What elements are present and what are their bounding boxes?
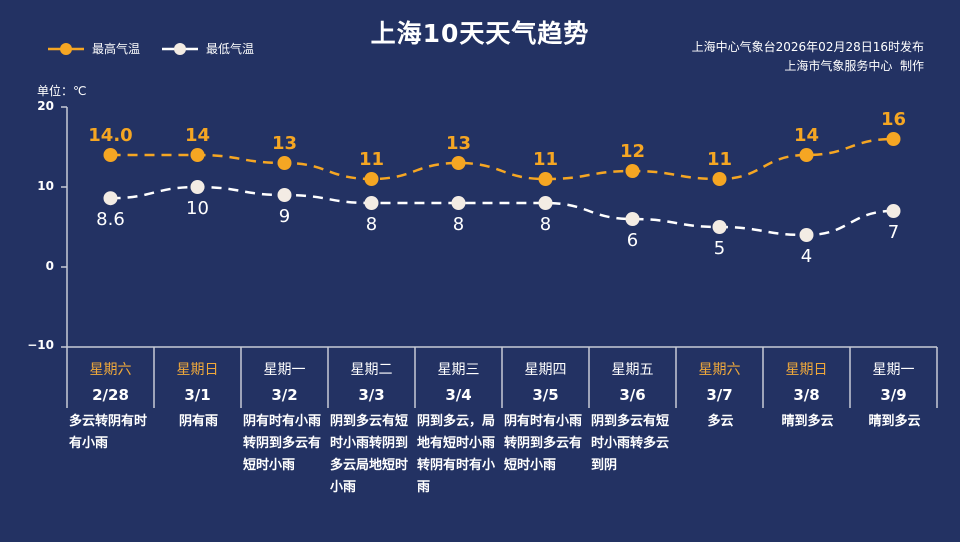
day-column: 星期六 2/28 [67, 346, 154, 404]
y-tick-neg10: −10 [27, 338, 54, 352]
date-label: 3/1 [184, 386, 211, 404]
low-temp-label: 8 [540, 214, 551, 235]
date-label: 3/8 [793, 386, 820, 404]
date-label: 3/9 [880, 386, 907, 404]
legend-label-low: 最低气温 [206, 42, 255, 56]
day-column: 星期四 3/5 [502, 346, 589, 404]
weather-description: 晴到多云 [781, 414, 834, 429]
weekday-label: 星期六 [698, 362, 741, 378]
high-temp-point [799, 148, 814, 162]
low-temp-label: 5 [714, 238, 725, 259]
weather-description: 阴有时有小雨转阴到多云有短时小雨 [504, 414, 583, 473]
day-column: 星期一 3/9 [850, 346, 937, 404]
high-temp-label: 11 [533, 149, 558, 170]
weekday-label: 星期五 [611, 362, 654, 378]
low-temp-label: 4 [801, 246, 812, 267]
day-column: 星期五 3/6 [589, 346, 676, 404]
low-temp-point [799, 228, 814, 242]
low-temp-point [103, 191, 118, 206]
low-temp-line [110, 185, 894, 237]
low-temp-point [886, 204, 901, 218]
weekday-label: 星期二 [350, 362, 393, 378]
weather-description: 阴到多云，局地有短时小雨转阴有时有小雨 [417, 414, 496, 495]
high-temp-point [886, 132, 901, 146]
high-temp-label: 14 [794, 125, 819, 146]
chart-legend: 最高气温 最低气温 [48, 40, 276, 57]
high-temp-label: 11 [707, 149, 732, 170]
low-temp-point [625, 212, 640, 226]
day-column: 星期一 3/2 [241, 346, 328, 404]
high-temp-point [538, 172, 553, 186]
weekday-label: 星期六 [89, 362, 132, 378]
weekday-label: 星期四 [524, 362, 567, 378]
y-tick-10: 10 [37, 179, 54, 193]
low-temp-point [277, 188, 292, 202]
low-temp-label: 6 [627, 230, 638, 251]
day-column: 星期二 3/3 [328, 346, 415, 404]
date-label: 3/3 [358, 386, 385, 404]
weather-description: 阴到多云有短时小雨转多云到阴 [591, 414, 670, 473]
day-column: 星期三 3/4 [415, 346, 502, 404]
weather-description: 多云转阴有时有小雨 [69, 414, 148, 451]
y-tick-0: 0 [45, 259, 54, 273]
high-temp-label: 12 [620, 141, 645, 162]
high-temp-point [190, 148, 205, 162]
high-temp-line [110, 137, 894, 181]
high-temp-marker-icon [48, 42, 84, 55]
low-temp-point [712, 220, 727, 234]
day-column: 星期日 3/1 [154, 346, 241, 404]
weekday-label: 星期三 [437, 362, 480, 378]
date-label: 3/5 [532, 386, 559, 404]
publish-info: 上海中心气象台2026年02月28日16时发布 上海市气象服务中心 制作 [692, 38, 924, 76]
date-label: 3/2 [271, 386, 298, 404]
low-temp-label: 8.6 [96, 209, 125, 230]
weekday-label: 星期日 [785, 362, 828, 378]
low-temp-label: 9 [279, 206, 290, 227]
high-temp-point [364, 172, 379, 186]
day-column: 星期六 3/7 [676, 346, 763, 404]
legend-item-high: 最高气温 [48, 40, 140, 57]
weekday-label: 星期日 [176, 362, 219, 378]
weather-description: 多云 [707, 414, 734, 429]
low-temp-label: 8 [366, 214, 377, 235]
y-tick-20: 20 [37, 99, 54, 113]
weather-description: 阴有时有小雨转阴到多云有短时小雨 [243, 414, 322, 473]
high-temp-label: 16 [881, 109, 906, 130]
high-temp-point [712, 172, 727, 186]
low-temp-label: 8 [453, 214, 464, 235]
weekday-label: 星期一 [263, 362, 306, 378]
high-temp-label: 13 [446, 133, 471, 154]
high-temp-point [277, 156, 292, 170]
low-temp-label: 10 [186, 198, 209, 219]
weather-description: 阴到多云有短时小雨转阴到多云局地短时小雨 [330, 414, 409, 495]
low-temp-marker-icon [162, 42, 199, 55]
high-temp-point [625, 164, 640, 178]
legend-item-low: 最低气温 [162, 40, 254, 57]
page-title: 上海10天天气趋势 [370, 19, 590, 48]
date-label: 3/4 [445, 386, 472, 404]
high-temp-label: 13 [272, 133, 297, 154]
high-temp-point [451, 156, 466, 170]
high-temp-label: 14 [185, 125, 210, 146]
low-temp-point [190, 180, 205, 194]
low-temp-point [364, 196, 379, 210]
day-column: 星期日 3/8 [763, 346, 850, 404]
date-label: 3/7 [706, 386, 733, 404]
high-temp-point [103, 148, 118, 162]
publish-line-1: 上海中心气象台2026年02月28日16时发布 [691, 40, 924, 54]
low-temp-point [451, 196, 466, 210]
unit-label: 单位：℃ [37, 84, 87, 98]
weather-description: 晴到多云 [868, 414, 921, 429]
date-label: 2/28 [92, 386, 129, 404]
weekday-label: 星期一 [872, 362, 915, 378]
low-temp-label: 7 [888, 222, 899, 243]
legend-label-high: 最高气温 [92, 42, 141, 56]
high-temp-label: 11 [359, 149, 384, 170]
high-temp-label: 14.0 [88, 125, 132, 146]
weather-description: 阴有雨 [178, 414, 218, 429]
publish-line-2: 上海市气象服务中心 制作 [784, 59, 924, 73]
low-temp-point [538, 196, 553, 210]
date-label: 3/6 [619, 386, 646, 404]
